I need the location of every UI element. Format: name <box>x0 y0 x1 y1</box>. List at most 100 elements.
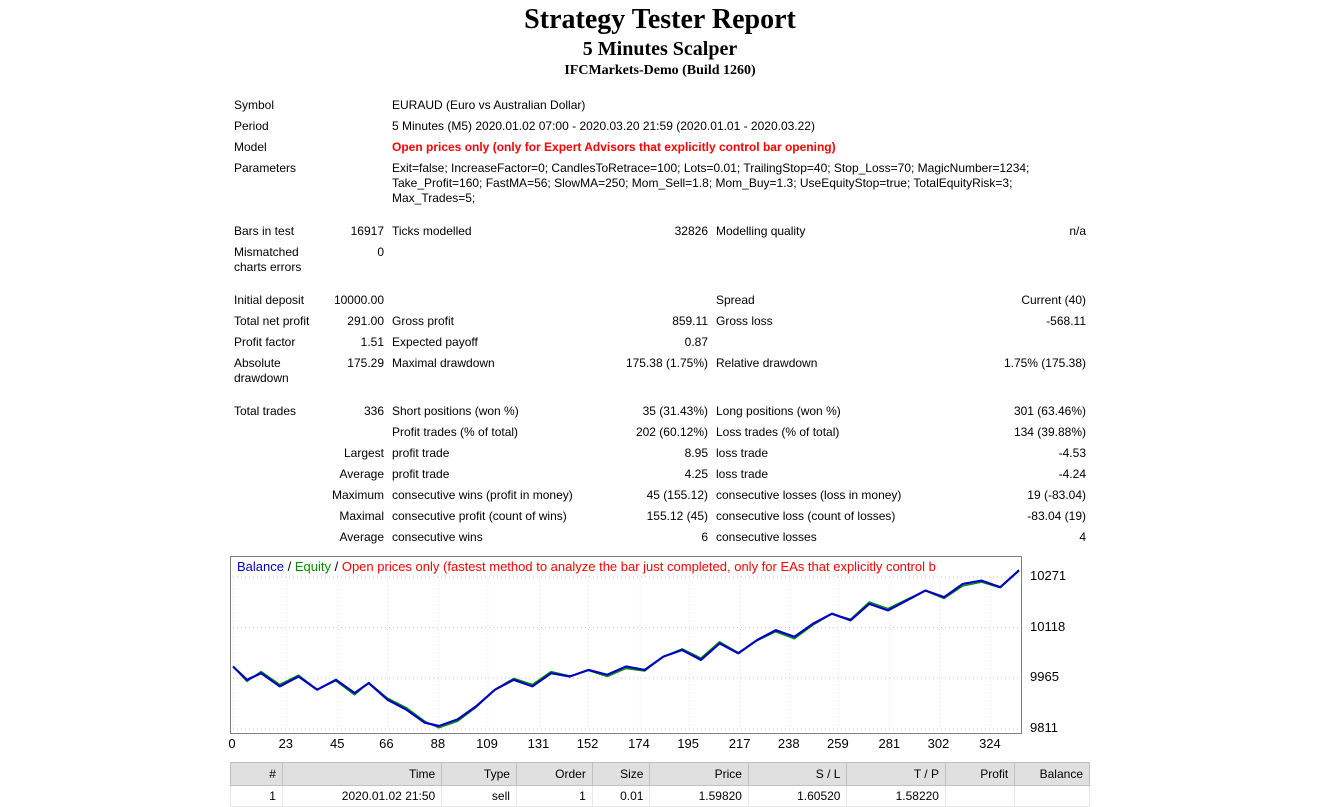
params-value: Exit=false; IncreaseFactor=0; CandlesToR… <box>388 158 1090 209</box>
largest-loss-label: loss trade <box>712 443 920 464</box>
avg-losses-label: consecutive losses <box>712 527 920 548</box>
x-tick-label: 281 <box>878 736 900 751</box>
maxdd-label: Maximal drawdown <box>388 353 596 389</box>
x-tick-label: 88 <box>431 736 445 751</box>
avg-loss-label: loss trade <box>712 464 920 485</box>
profit-trades-value: 202 (60.12%) <box>596 422 712 443</box>
period-value: 5 Minutes (M5) 2020.01.02 07:00 - 2020.0… <box>388 116 1090 137</box>
maxdd-value: 175.38 (1.75%) <box>596 353 712 389</box>
avg-loss-value: -4.24 <box>920 464 1090 485</box>
report-subtitle: 5 Minutes Scalper <box>0 38 1320 61</box>
model-value: Open prices only (only for Expert Adviso… <box>388 137 1090 158</box>
x-tick-label: 174 <box>628 736 650 751</box>
period-label: Period <box>230 116 318 137</box>
trades-col-type: Type <box>442 763 517 786</box>
trades-col-s-l: S / L <box>748 763 847 786</box>
mismatch-value: 0 <box>318 242 388 278</box>
maximal-profit-label: consecutive profit (count of wins) <box>388 506 596 527</box>
params-label: Parameters <box>230 158 318 209</box>
largest-profit-label: profit trade <box>388 443 596 464</box>
gross-loss-label: Gross loss <box>712 311 920 332</box>
trades-col-t-p: T / P <box>847 763 946 786</box>
report-header: Strategy Tester Report 5 Minutes Scalper… <box>0 4 1320 79</box>
trades-col--: # <box>231 763 283 786</box>
model-label: Model <box>230 137 318 158</box>
maximal-loss-value: -83.04 (19) <box>920 506 1090 527</box>
largest-loss-value: -4.53 <box>920 443 1090 464</box>
max-losses-label: consecutive losses (loss in money) <box>712 485 920 506</box>
chart-x-labels: 0234566881091311521741952172382592813023… <box>230 736 1020 754</box>
ep-label: Expected payoff <box>388 332 596 353</box>
short-label: Short positions (won %) <box>388 401 596 422</box>
pf-value: 1.51 <box>318 332 388 353</box>
x-tick-label: 324 <box>979 736 1001 751</box>
avg-wins-label: consecutive wins <box>388 527 596 548</box>
trades-col-profit: Profit <box>945 763 1014 786</box>
maximal-label: Maximal <box>318 506 388 527</box>
trades-table: #TimeTypeOrderSizePriceS / LT / PProfitB… <box>230 762 1090 807</box>
profit-trades-label: Profit trades (% of total) <box>388 422 596 443</box>
net-value: 291.00 <box>318 311 388 332</box>
x-tick-label: 259 <box>827 736 849 751</box>
x-tick-label: 0 <box>228 736 235 751</box>
largest-label: Largest <box>318 443 388 464</box>
maximal-loss-label: consecutive loss (count of losses) <box>712 506 920 527</box>
maximal-profit-value: 155.12 (45) <box>596 506 712 527</box>
loss-trades-label: Loss trades (% of total) <box>712 422 920 443</box>
spread-label: Spread <box>712 290 920 311</box>
gross-profit-value: 859.11 <box>596 311 712 332</box>
symbol-value: EURAUD (Euro vs Australian Dollar) <box>388 95 1090 116</box>
report-build: IFCMarkets-Demo (Build 1260) <box>0 63 1320 79</box>
reldd-label: Relative drawdown <box>712 353 920 389</box>
ep-value: 0.87 <box>596 332 712 353</box>
largest-profit-value: 8.95 <box>596 443 712 464</box>
mismatch-label: Mismatched charts errors <box>230 242 318 278</box>
table-row: 12020.01.02 21:50sell10.011.598201.60520… <box>231 786 1090 807</box>
trades-col-time: Time <box>282 763 441 786</box>
short-value: 35 (31.43%) <box>596 401 712 422</box>
x-tick-label: 238 <box>778 736 800 751</box>
y-tick-label: 10271 <box>1030 568 1066 583</box>
trades-col-balance: Balance <box>1015 763 1090 786</box>
deposit-label: Initial deposit <box>230 290 318 311</box>
ticks-label: Ticks modelled <box>388 221 596 242</box>
max-losses-value: 19 (-83.04) <box>920 485 1090 506</box>
total-trades-value: 336 <box>318 401 388 422</box>
long-label: Long positions (won %) <box>712 401 920 422</box>
long-value: 301 (63.46%) <box>920 401 1090 422</box>
x-tick-label: 23 <box>279 736 293 751</box>
gross-profit-label: Gross profit <box>388 311 596 332</box>
total-trades-label: Total trades <box>230 401 318 422</box>
spread-value: Current (40) <box>920 290 1090 311</box>
loss-trades-value: 134 (39.88%) <box>920 422 1090 443</box>
gross-loss-value: -568.11 <box>920 311 1090 332</box>
x-tick-label: 217 <box>729 736 751 751</box>
x-tick-label: 302 <box>928 736 950 751</box>
trades-header-row: #TimeTypeOrderSizePriceS / LT / PProfitB… <box>231 763 1090 786</box>
x-tick-label: 45 <box>330 736 344 751</box>
net-label: Total net profit <box>230 311 318 332</box>
y-tick-label: 9811 <box>1030 720 1058 735</box>
reldd-value: 1.75% (175.38) <box>920 353 1090 389</box>
stats-table: Symbol EURAUD (Euro vs Australian Dollar… <box>230 95 1090 548</box>
avg-profit-label: profit trade <box>388 464 596 485</box>
symbol-label: Symbol <box>230 95 318 116</box>
max-label: Maximum <box>318 485 388 506</box>
absdd-label: Absolute drawdown <box>230 353 318 389</box>
x-tick-label: 152 <box>577 736 599 751</box>
balance-chart: Balance / Equity / Open prices only (fas… <box>230 556 1090 754</box>
ticks-value: 32826 <box>596 221 712 242</box>
y-tick-label: 9965 <box>1030 669 1059 684</box>
y-tick-label: 10118 <box>1030 619 1065 634</box>
trades-col-price: Price <box>650 763 749 786</box>
avg-wins-value: 6 <box>596 527 712 548</box>
quality-value: n/a <box>920 221 1090 242</box>
x-tick-label: 195 <box>677 736 699 751</box>
x-tick-label: 131 <box>528 736 550 751</box>
absdd-value: 175.29 <box>318 353 388 389</box>
avg-losses-value: 4 <box>920 527 1090 548</box>
quality-label: Modelling quality <box>712 221 920 242</box>
bars-label: Bars in test <box>230 221 318 242</box>
pf-label: Profit factor <box>230 332 318 353</box>
avg-label: Average <box>318 464 388 485</box>
